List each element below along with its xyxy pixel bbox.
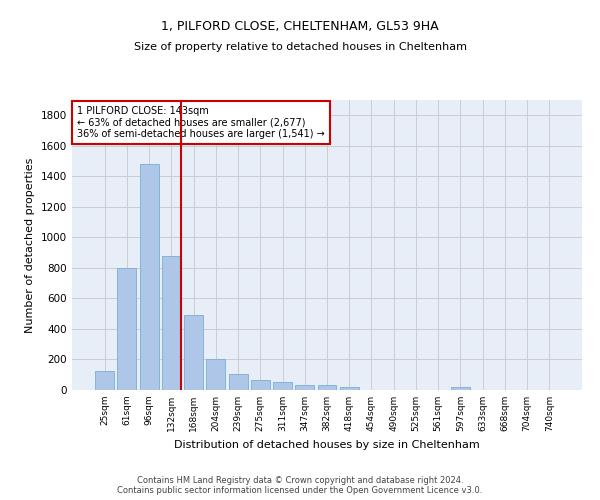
Bar: [273, 382, 292, 390]
Bar: [229, 374, 248, 390]
Bar: [206, 358, 225, 390]
Y-axis label: Number of detached properties: Number of detached properties: [25, 158, 35, 332]
Bar: [251, 380, 270, 390]
Bar: [95, 371, 114, 390]
X-axis label: Distribution of detached houses by size in Cheltenham: Distribution of detached houses by size …: [174, 440, 480, 450]
Text: 1, PILFORD CLOSE, CHELTENHAM, GL53 9HA: 1, PILFORD CLOSE, CHELTENHAM, GL53 9HA: [161, 20, 439, 33]
Bar: [118, 268, 136, 390]
Bar: [295, 384, 314, 390]
Bar: [317, 386, 337, 390]
Bar: [340, 387, 359, 390]
Text: Contains HM Land Registry data © Crown copyright and database right 2024.
Contai: Contains HM Land Registry data © Crown c…: [118, 476, 482, 495]
Text: 1 PILFORD CLOSE: 143sqm
← 63% of detached houses are smaller (2,677)
36% of semi: 1 PILFORD CLOSE: 143sqm ← 63% of detache…: [77, 106, 325, 139]
Bar: [140, 164, 158, 390]
Bar: [162, 256, 181, 390]
Bar: [451, 387, 470, 390]
Bar: [184, 315, 203, 390]
Text: Size of property relative to detached houses in Cheltenham: Size of property relative to detached ho…: [133, 42, 467, 52]
